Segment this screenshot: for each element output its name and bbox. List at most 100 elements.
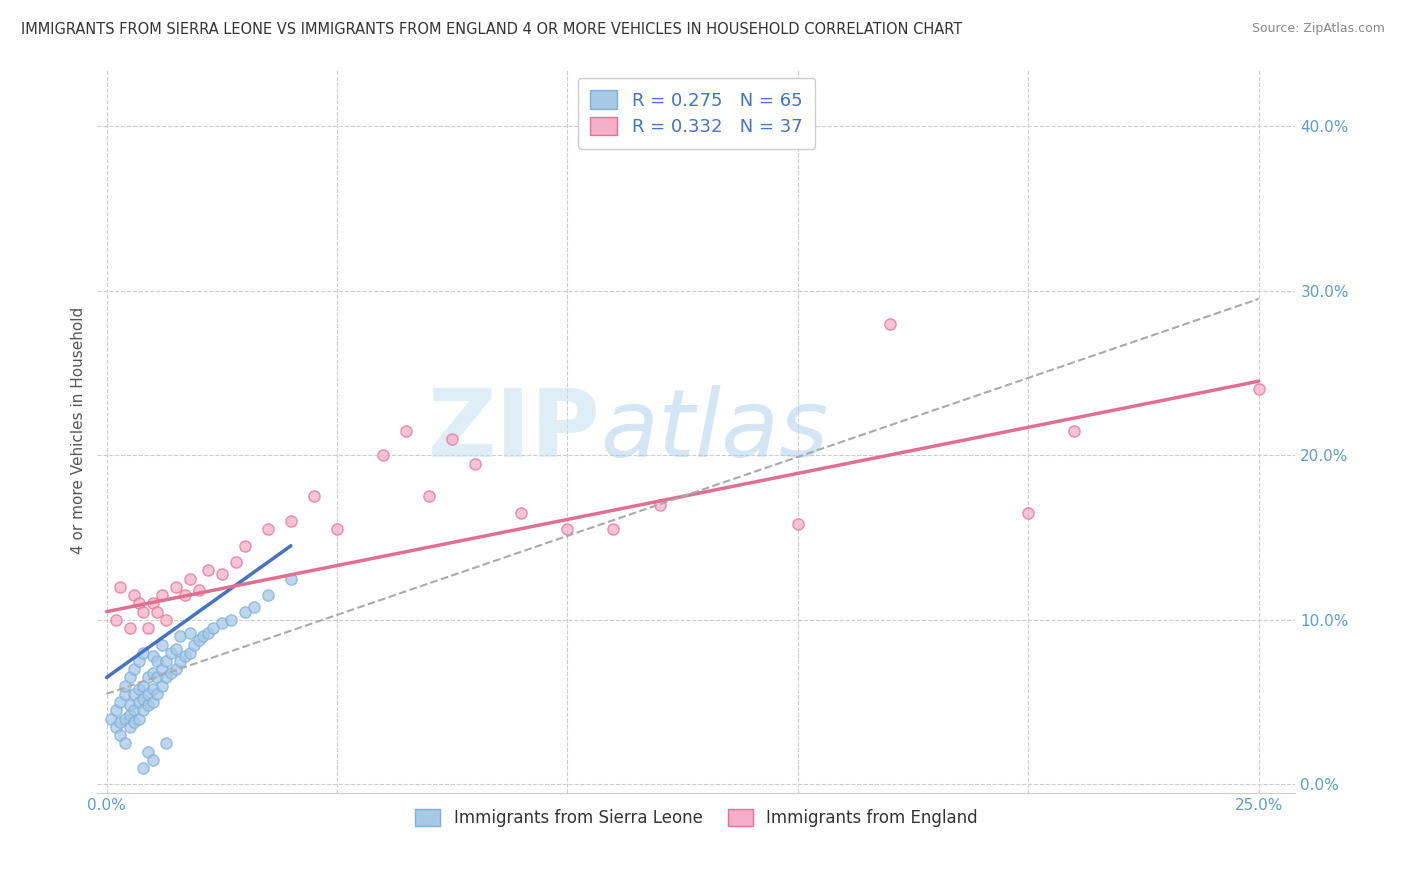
Point — [257, 522, 280, 536]
Point — [233, 539, 256, 553]
Point — [146, 687, 169, 701]
Point — [118, 670, 141, 684]
Point — [174, 588, 197, 602]
Point — [110, 580, 132, 594]
Point — [371, 448, 394, 462]
Point — [160, 665, 183, 680]
Point — [179, 572, 201, 586]
Point — [118, 720, 141, 734]
Point — [114, 679, 136, 693]
Point — [225, 555, 247, 569]
Point — [179, 646, 201, 660]
Point — [879, 317, 901, 331]
Point — [602, 522, 624, 536]
Point — [418, 490, 440, 504]
Point — [128, 596, 150, 610]
Point — [183, 638, 205, 652]
Point — [1063, 424, 1085, 438]
Point — [160, 646, 183, 660]
Point — [155, 670, 177, 684]
Point — [132, 703, 155, 717]
Point — [146, 670, 169, 684]
Point — [786, 517, 808, 532]
Point — [211, 616, 233, 631]
Point — [146, 605, 169, 619]
Point — [110, 695, 132, 709]
Point — [118, 621, 141, 635]
Point — [110, 728, 132, 742]
Point — [128, 695, 150, 709]
Point — [1017, 506, 1039, 520]
Point — [233, 605, 256, 619]
Point — [243, 599, 266, 614]
Point — [136, 698, 159, 713]
Point — [122, 714, 145, 729]
Text: Source: ZipAtlas.com: Source: ZipAtlas.com — [1251, 22, 1385, 36]
Point — [132, 646, 155, 660]
Text: atlas: atlas — [600, 385, 828, 476]
Point — [219, 613, 242, 627]
Point — [155, 654, 177, 668]
Point — [136, 621, 159, 635]
Point — [136, 745, 159, 759]
Point — [104, 613, 127, 627]
Point — [104, 703, 127, 717]
Point — [464, 457, 486, 471]
Point — [100, 712, 122, 726]
Point — [187, 583, 209, 598]
Point — [1247, 383, 1270, 397]
Point — [211, 566, 233, 581]
Point — [132, 761, 155, 775]
Point — [280, 572, 302, 586]
Point — [104, 720, 127, 734]
Point — [136, 670, 159, 684]
Point — [150, 588, 173, 602]
Point — [142, 648, 165, 663]
Point — [128, 654, 150, 668]
Point — [169, 654, 191, 668]
Point — [557, 522, 579, 536]
Point — [155, 613, 177, 627]
Point — [122, 662, 145, 676]
Point — [142, 681, 165, 696]
Point — [142, 665, 165, 680]
Point — [187, 632, 209, 647]
Point — [122, 588, 145, 602]
Point — [280, 514, 302, 528]
Point — [128, 681, 150, 696]
Point — [114, 736, 136, 750]
Point — [118, 708, 141, 723]
Point — [326, 522, 349, 536]
Point — [395, 424, 418, 438]
Point — [179, 626, 201, 640]
Point — [165, 642, 187, 657]
Point — [132, 679, 155, 693]
Point — [122, 687, 145, 701]
Point — [201, 621, 224, 635]
Point — [193, 629, 215, 643]
Point — [150, 662, 173, 676]
Point — [142, 753, 165, 767]
Point — [114, 687, 136, 701]
Point — [197, 626, 219, 640]
Text: ZIP: ZIP — [427, 384, 600, 476]
Point — [150, 638, 173, 652]
Point — [132, 605, 155, 619]
Point — [174, 648, 197, 663]
Point — [150, 679, 173, 693]
Point — [110, 714, 132, 729]
Point — [136, 687, 159, 701]
Point — [302, 490, 325, 504]
Point — [257, 588, 280, 602]
Point — [165, 580, 187, 594]
Point — [132, 691, 155, 706]
Point — [441, 432, 464, 446]
Point — [169, 629, 191, 643]
Point — [128, 712, 150, 726]
Point — [142, 695, 165, 709]
Point — [648, 498, 671, 512]
Point — [118, 698, 141, 713]
Point — [142, 596, 165, 610]
Point — [197, 564, 219, 578]
Point — [165, 662, 187, 676]
